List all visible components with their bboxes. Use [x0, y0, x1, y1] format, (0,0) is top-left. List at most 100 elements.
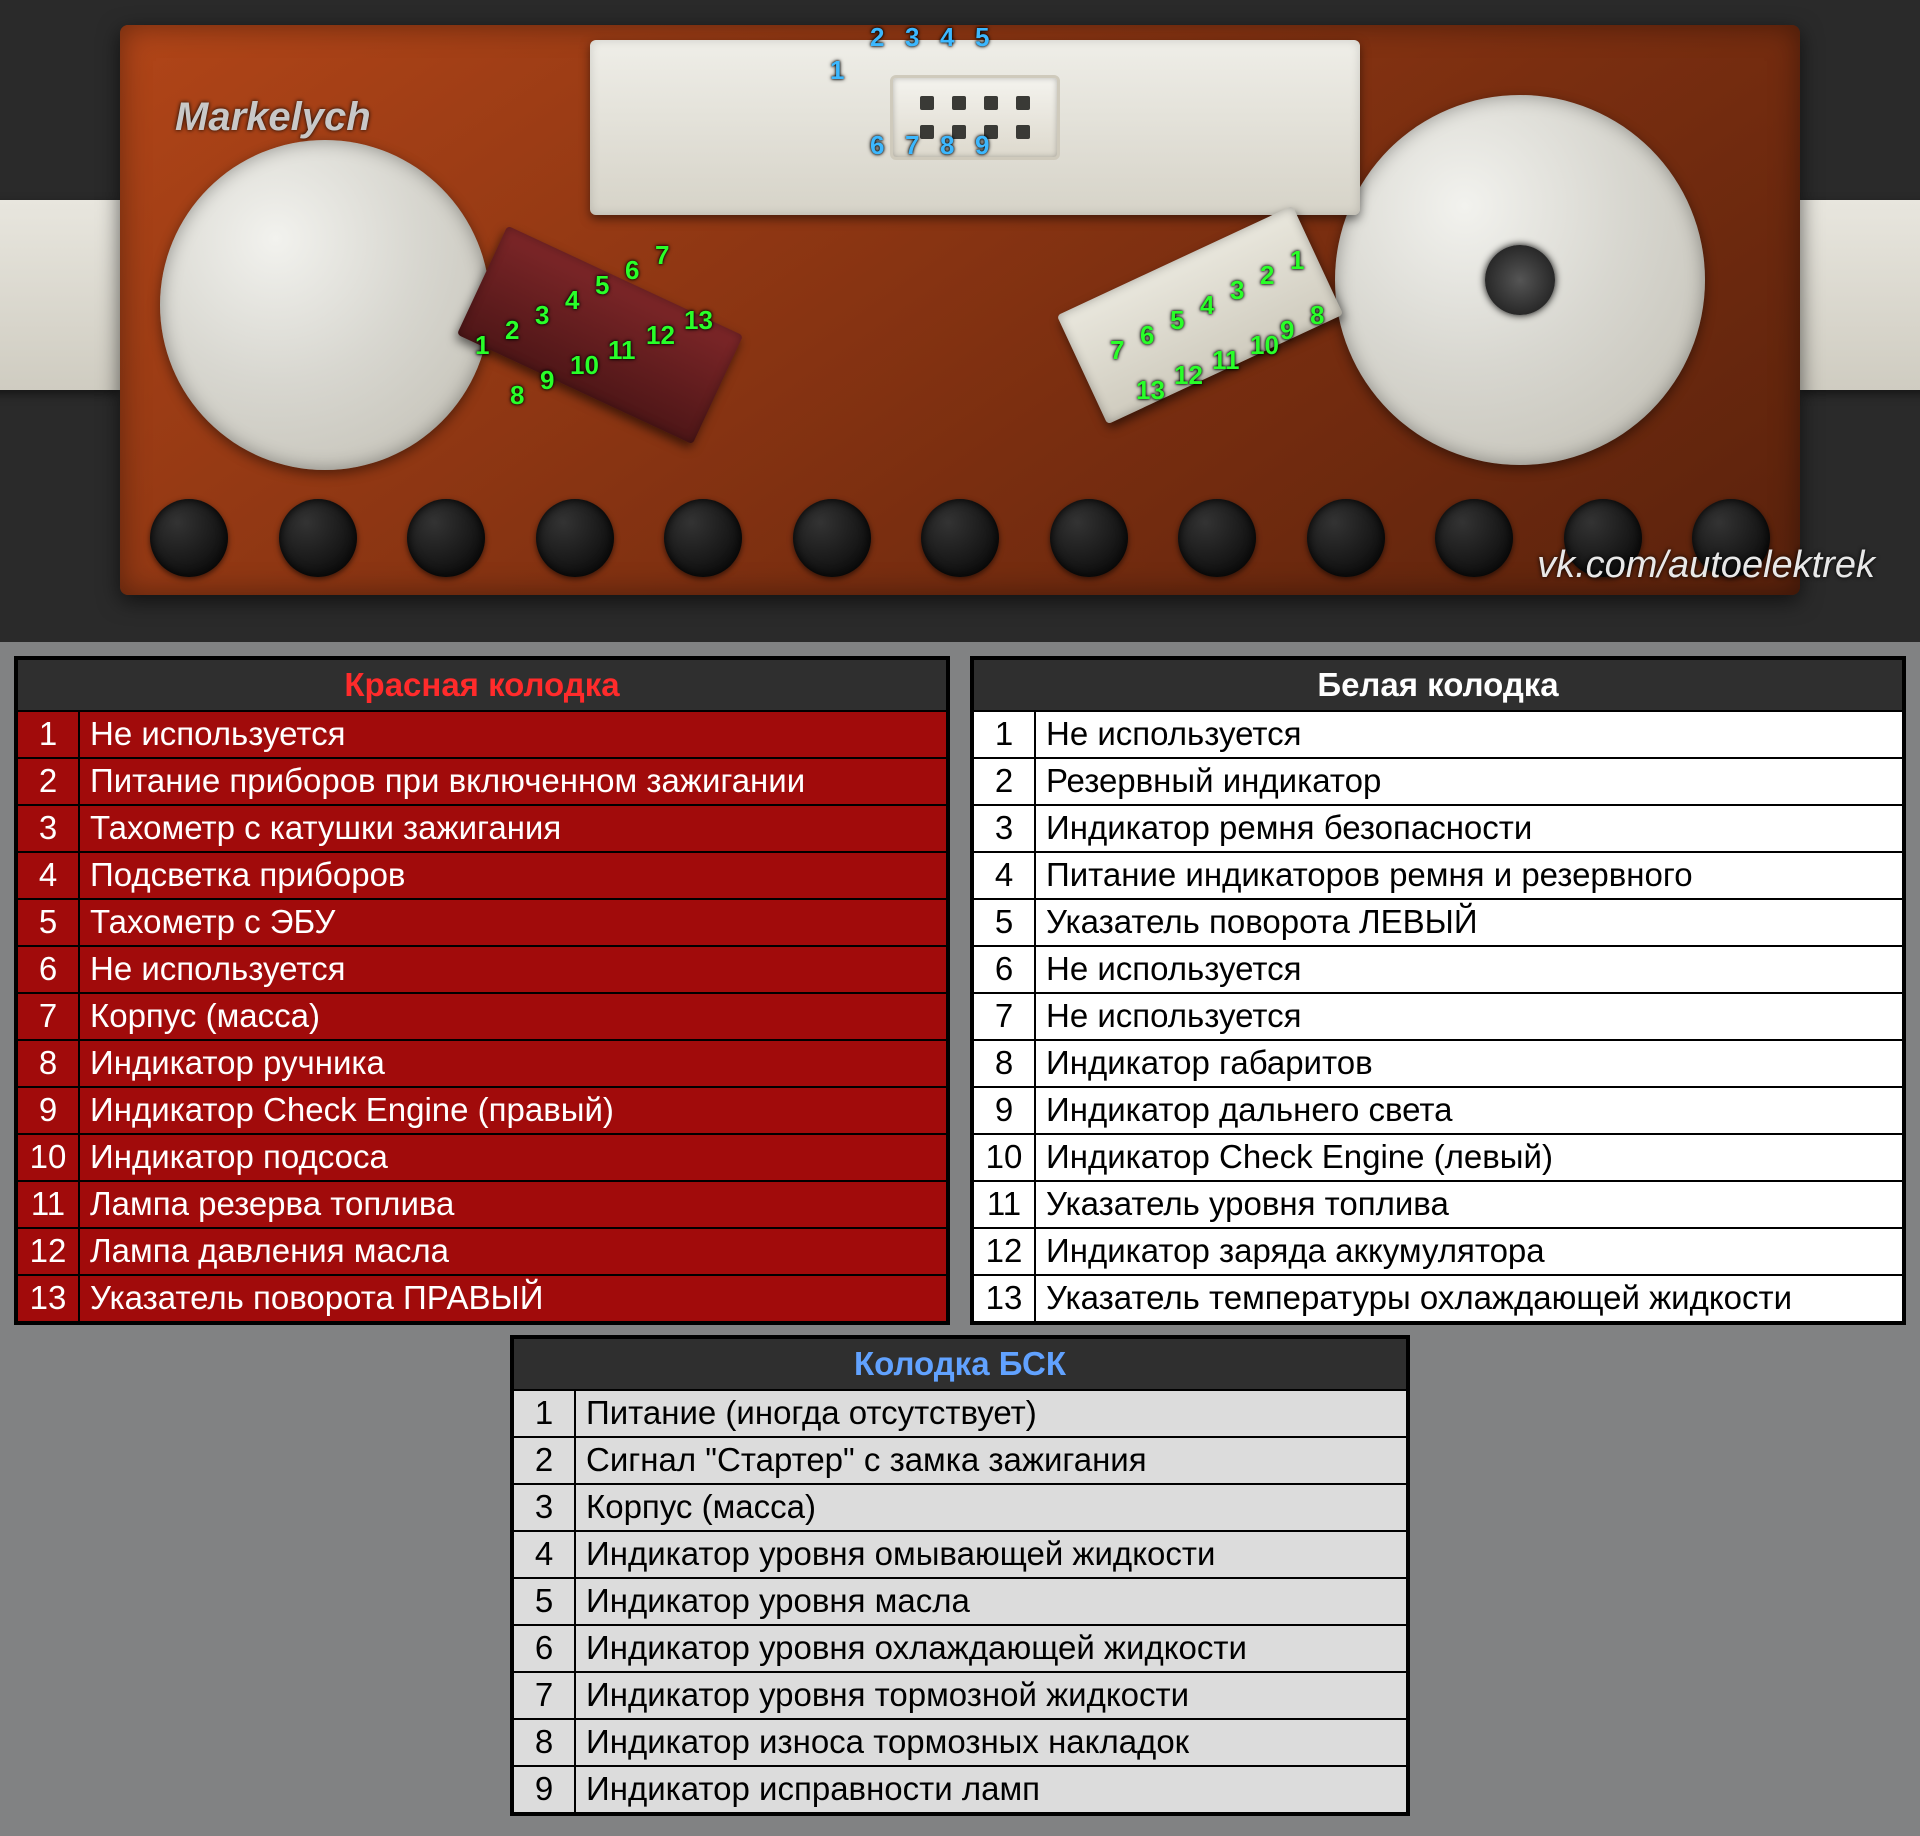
table-row: 6Не используется [973, 946, 1903, 993]
table-row: 13Указатель поворота ПРАВЫЙ [17, 1275, 947, 1322]
pin-number: 9 [513, 1766, 575, 1813]
table-row: 2Сигнал "Стартер" с замка зажигания [513, 1437, 1407, 1484]
table-white-body: 1Не используется2Резервный индикатор3Инд… [973, 711, 1903, 1322]
pin-description: Индикатор износа тормозных накладок [575, 1719, 1407, 1766]
pin-description: Не используется [1035, 946, 1903, 993]
table-row: 3Корпус (масса) [513, 1484, 1407, 1531]
pin-description: Индикатор уровня тормозной жидкости [575, 1672, 1407, 1719]
pin-number: 13 [973, 1275, 1035, 1322]
tables-top-row: Красная колодка 1Не используется2Питание… [0, 642, 1920, 1335]
bulb-socket [536, 499, 614, 577]
table-bsk-body: 1Питание (иногда отсутствует)2Сигнал "Ст… [513, 1390, 1407, 1813]
bulb-socket [664, 499, 742, 577]
table-row: 1Не используется [973, 711, 1903, 758]
pin-number: 2 [17, 758, 79, 805]
table-row: 3Индикатор ремня безопасности [973, 805, 1903, 852]
pin-number: 6 [973, 946, 1035, 993]
pin-description: Тахометр с ЭБУ [79, 899, 947, 946]
bulb-socket [407, 499, 485, 577]
pin-number: 6 [17, 946, 79, 993]
pin-description: Индикатор уровня охлаждающей жидкости [575, 1625, 1407, 1672]
table-white-title: Белая колодка [973, 659, 1903, 711]
bsk-connector [890, 75, 1060, 160]
pin-description: Индикатор Check Engine (левый) [1035, 1134, 1903, 1181]
bulb-socket [1692, 499, 1770, 577]
table-red-title: Красная колодка [17, 659, 947, 711]
table-row: 11Указатель уровня топлива [973, 1181, 1903, 1228]
tables-bottom-row: Колодка БСК 1Питание (иногда отсутствует… [0, 1335, 1920, 1836]
table-row: 5Указатель поворота ЛЕВЫЙ [973, 899, 1903, 946]
pin-description: Питание индикаторов ремня и резервного [1035, 852, 1903, 899]
table-red-wrap: Красная колодка 1Не используется2Питание… [14, 656, 950, 1325]
mount-bracket-left [0, 200, 120, 390]
pin-description: Указатель уровня топлива [1035, 1181, 1903, 1228]
table-row: 4Подсветка приборов [17, 852, 947, 899]
circuit-board [120, 25, 1800, 595]
table-row: 2Резервный индикатор [973, 758, 1903, 805]
table-row: 5Индикатор уровня масла [513, 1578, 1407, 1625]
table-row: 10Индикатор Check Engine (левый) [973, 1134, 1903, 1181]
pin-number: 7 [513, 1672, 575, 1719]
pin-description: Не используется [79, 711, 947, 758]
table-red-body: 1Не используется2Питание приборов при вк… [17, 711, 947, 1322]
table-row: 8Индикатор ручника [17, 1040, 947, 1087]
gauge-right [1335, 95, 1705, 465]
pin-description: Индикатор уровня омывающей жидкости [575, 1531, 1407, 1578]
table-row: 12Лампа давления масла [17, 1228, 947, 1275]
table-row: 2Питание приборов при включенном зажиган… [17, 758, 947, 805]
pin-description: Индикатор подсоса [79, 1134, 947, 1181]
pin-number: 13 [17, 1275, 79, 1322]
bulb-socket [921, 499, 999, 577]
pin-description: Индикатор дальнего света [1035, 1087, 1903, 1134]
pin-number: 3 [973, 805, 1035, 852]
table-row: 4Индикатор уровня омывающей жидкости [513, 1531, 1407, 1578]
pin-number: 12 [17, 1228, 79, 1275]
pin-number: 2 [513, 1437, 575, 1484]
pin-description: Не используется [1035, 993, 1903, 1040]
pin-number: 8 [17, 1040, 79, 1087]
pin-description: Индикатор ремня безопасности [1035, 805, 1903, 852]
table-row: 7Индикатор уровня тормозной жидкости [513, 1672, 1407, 1719]
table-row: 9Индикатор исправности ламп [513, 1766, 1407, 1813]
pin-number: 6 [513, 1625, 575, 1672]
bulb-socket [793, 499, 871, 577]
page-root: 1 2 3 4 5 6 7 8 9 1 2 3 4 5 6 7 8 9 10 1… [0, 0, 1920, 1836]
pin-description: Указатель поворота ЛЕВЫЙ [1035, 899, 1903, 946]
pin-number: 4 [973, 852, 1035, 899]
pin-description: Питание приборов при включенном зажигани… [79, 758, 947, 805]
bulb-socket [1435, 499, 1513, 577]
bulb-socket [150, 499, 228, 577]
pin-number: 2 [973, 758, 1035, 805]
pin-description: Не используется [1035, 711, 1903, 758]
table-bsk-wrap: Колодка БСК 1Питание (иногда отсутствует… [510, 1335, 1410, 1816]
table-row: 4Питание индикаторов ремня и резервного [973, 852, 1903, 899]
table-row: 5Тахометр с ЭБУ [17, 899, 947, 946]
pin-number: 7 [973, 993, 1035, 1040]
pin-description: Лампа резерва топлива [79, 1181, 947, 1228]
pin-number: 8 [973, 1040, 1035, 1087]
table-row: 7Корпус (масса) [17, 993, 947, 1040]
pin-number: 12 [973, 1228, 1035, 1275]
bulb-socket [1307, 499, 1385, 577]
pin-description: Индикатор габаритов [1035, 1040, 1903, 1087]
table-row: 6Не используется [17, 946, 947, 993]
table-row: 9Индикатор дальнего света [973, 1087, 1903, 1134]
pin-number: 1 [513, 1390, 575, 1437]
pin-number: 9 [17, 1087, 79, 1134]
table-row: 8Индикатор габаритов [973, 1040, 1903, 1087]
pin-number: 11 [17, 1181, 79, 1228]
pin-description: Индикатор исправности ламп [575, 1766, 1407, 1813]
table-red: Красная колодка 1Не используется2Питание… [16, 658, 948, 1323]
pin-description: Сигнал "Стартер" с замка зажигания [575, 1437, 1407, 1484]
table-bsk: Колодка БСК 1Питание (иногда отсутствует… [512, 1337, 1408, 1814]
bulb-socket [1050, 499, 1128, 577]
pin-description: Не используется [79, 946, 947, 993]
bulb-socket [279, 499, 357, 577]
table-bsk-title: Колодка БСК [513, 1338, 1407, 1390]
table-row: 3Тахометр с катушки зажигания [17, 805, 947, 852]
table-row: 9Индикатор Check Engine (правый) [17, 1087, 947, 1134]
connector-red [457, 226, 743, 445]
pin-description: Указатель температуры охлаждающей жидкос… [1035, 1275, 1903, 1322]
bulb-row [150, 499, 1770, 577]
pin-description: Указатель поворота ПРАВЫЙ [79, 1275, 947, 1322]
